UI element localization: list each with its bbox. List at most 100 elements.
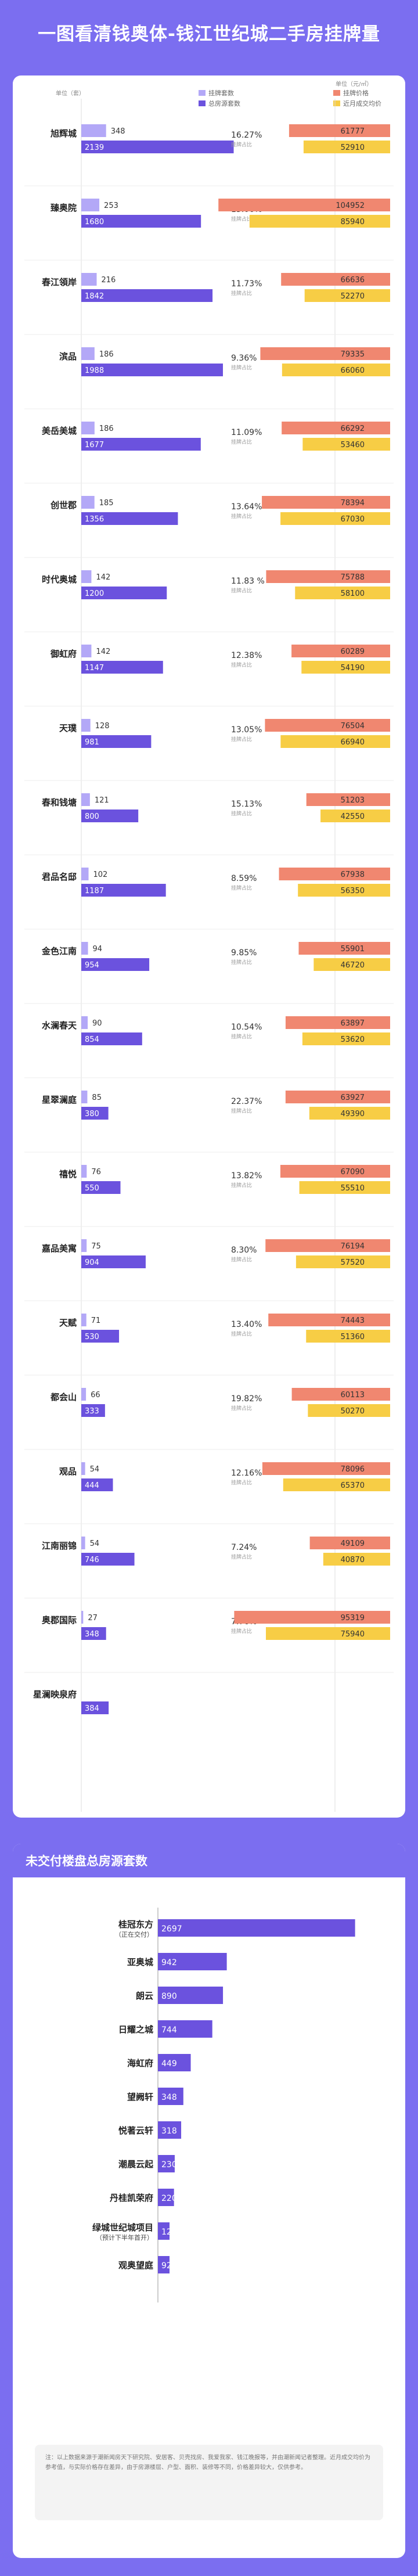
total-value: 444 <box>85 1481 99 1490</box>
listing-value: 185 <box>99 499 114 508</box>
listing-value: 186 <box>99 424 114 433</box>
price-bar <box>266 570 390 583</box>
price-value: 66292 <box>341 424 365 433</box>
listing-value: 142 <box>96 573 110 582</box>
undelivered-value: 220 <box>161 2194 177 2203</box>
category-label: 时代奥城 <box>42 574 77 585</box>
left-unit: 单位（套） <box>56 91 85 97</box>
price-bar <box>282 422 390 434</box>
total-value: 2139 <box>85 143 104 152</box>
total-value: 550 <box>85 1184 99 1193</box>
category-label: 江南丽锦 <box>42 1541 77 1551</box>
category-label: 嘉品美寓 <box>41 1243 77 1254</box>
price-bar <box>285 1091 390 1103</box>
ratio-label: 挂牌占比 <box>231 1405 252 1412</box>
category-label: 臻奥院 <box>51 203 77 213</box>
ratio-value: 11.73% <box>231 279 262 289</box>
page-title: 一图看清钱奥体-钱江世纪城二手房挂牌量 <box>38 23 380 45</box>
deal-value: 40870 <box>341 1556 365 1564</box>
undelivered-value: 92 <box>161 2261 172 2271</box>
listing-value: 71 <box>91 1316 101 1325</box>
deal-bar <box>302 1032 390 1045</box>
deal-bar <box>299 1181 390 1194</box>
ratio-value: 13.05% <box>231 725 262 735</box>
ratio-value: 8.59% <box>231 874 257 883</box>
listing-value: 85 <box>92 1093 102 1102</box>
total-bar <box>81 810 139 822</box>
deal-value: 55510 <box>341 1184 365 1193</box>
price-bar <box>265 719 390 732</box>
listing-bar <box>81 273 97 286</box>
ratio-label: 挂牌占比 <box>231 736 252 743</box>
undelivered-category: 日耀之城 <box>118 2024 153 2035</box>
price-value: 51203 <box>341 796 365 805</box>
price-bar <box>306 793 390 806</box>
listing-value: 128 <box>95 722 110 731</box>
ratio-label: 挂牌占比 <box>231 1256 252 1263</box>
listing-value: 54 <box>90 1539 100 1548</box>
listing-bar <box>81 1611 84 1624</box>
deal-value: 67030 <box>341 515 365 524</box>
deal-value: 75940 <box>341 1630 365 1639</box>
price-value: 49109 <box>341 1539 365 1548</box>
total-value: 1147 <box>85 664 104 672</box>
price-bar <box>281 273 390 286</box>
listing-bar <box>81 645 92 657</box>
deal-value: 49390 <box>341 1110 365 1118</box>
total-bar <box>81 1181 121 1194</box>
deal-value: 50270 <box>341 1407 365 1416</box>
ratio-value: 8.30% <box>231 1246 257 1255</box>
deal-bar <box>306 1330 390 1343</box>
ratio-label: 挂牌占比 <box>231 141 252 148</box>
deal-bar <box>320 810 390 822</box>
total-value: 1680 <box>85 218 104 226</box>
listing-bar <box>81 1314 87 1326</box>
undelivered-value: 230 <box>161 2160 177 2170</box>
legend-deal-swatch <box>333 100 340 106</box>
legend-listing-label: 挂牌套数 <box>208 89 234 97</box>
ratio-label: 挂牌占比 <box>231 1628 252 1635</box>
ratio-value: 12.38% <box>231 651 262 660</box>
deal-bar <box>296 1255 390 1268</box>
total-bar <box>81 884 166 897</box>
ratio-value: 9.36% <box>231 354 257 363</box>
total-bar <box>81 1404 105 1417</box>
undelivered-bar <box>158 2155 175 2172</box>
ratio-label: 挂牌占比 <box>231 810 252 817</box>
undelivered-card: 未交付楼盘总房源套数 桂冠东方 （正在交付） 2697 亚奥城 942 朗云 890 日耀之城… <box>13 1844 405 2558</box>
category-label: 禧悦 <box>59 1169 77 1179</box>
total-bar <box>81 512 178 525</box>
category-label: 都会山 <box>50 1392 77 1402</box>
undelivered-bar <box>158 2088 183 2105</box>
deal-bar <box>323 1553 390 1566</box>
undelivered-value: 890 <box>161 1992 177 2001</box>
undelivered-value: 348 <box>161 2093 177 2102</box>
undelivered-category-note: （正在交付） <box>115 1930 153 1938</box>
listing-bar <box>81 1537 85 1549</box>
legend-price: 挂牌价格 <box>333 88 369 98</box>
undelivered-value: 942 <box>161 1958 177 1967</box>
total-value: 800 <box>85 812 99 821</box>
price-value: 67090 <box>341 1168 365 1177</box>
deal-bar <box>249 215 390 228</box>
listing-value: 348 <box>111 127 125 136</box>
deal-bar <box>298 884 390 897</box>
undelivered-title: 未交付楼盘总房源套数 <box>13 1844 405 1877</box>
deal-bar <box>304 289 390 302</box>
price-bar <box>265 1239 390 1252</box>
legend-listing-swatch <box>199 90 206 96</box>
deal-bar <box>282 364 390 376</box>
undelivered-category: 悦著云轩 <box>118 2125 153 2136</box>
ratio-label: 挂牌占比 <box>231 884 252 891</box>
undelivered-category: 桂冠东方 <box>118 1919 153 1930</box>
deal-bar <box>301 661 390 674</box>
deal-value: 54190 <box>341 664 365 672</box>
deal-bar <box>302 438 390 451</box>
category-label: 天赋 <box>59 1318 77 1328</box>
listing-bar <box>81 868 89 880</box>
undelivered-category: 朗云 <box>136 1991 153 2001</box>
deal-value: 66060 <box>341 366 365 375</box>
ratio-label: 挂牌占比 <box>231 438 252 445</box>
listing-value: 94 <box>93 945 103 954</box>
undelivered-value: 449 <box>161 2059 177 2068</box>
